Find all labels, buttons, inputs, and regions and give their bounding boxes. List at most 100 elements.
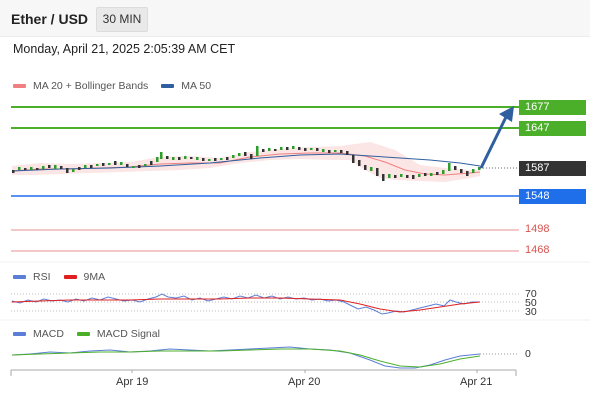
macd-label-zero: 0 <box>525 348 531 360</box>
candle <box>172 157 175 160</box>
legend-item-ma50: MA 50 <box>161 80 211 92</box>
candle <box>48 165 51 168</box>
chart-header: Ether / USD 30 MIN <box>0 0 590 37</box>
candle <box>424 173 427 176</box>
candle <box>102 163 105 166</box>
ma50-line <box>11 153 481 172</box>
candle <box>54 165 57 169</box>
legend-swatch <box>13 84 26 88</box>
candle <box>90 165 93 168</box>
candle <box>352 155 355 163</box>
legend-swatch <box>13 275 26 279</box>
candle <box>334 150 337 152</box>
main-legend: MA 20 + Bollinger Bands MA 50 <box>13 80 224 92</box>
candle <box>316 148 319 151</box>
macd-line <box>11 346 481 369</box>
candle <box>322 149 325 152</box>
candle <box>150 161 153 165</box>
candle <box>370 167 373 171</box>
legend-label: MACD <box>33 328 64 340</box>
price-label-support-3: 1468 <box>525 244 550 256</box>
candle <box>262 149 265 152</box>
candle <box>298 147 301 150</box>
candle <box>292 146 295 149</box>
macd-signal-line <box>11 348 481 368</box>
price-tag-support-1: 1548 <box>519 189 586 204</box>
candle <box>126 164 129 167</box>
rsi-9ma-line <box>11 297 481 313</box>
candle <box>108 163 111 165</box>
candle <box>274 149 277 151</box>
candle <box>418 174 421 177</box>
candle <box>376 168 379 176</box>
legend-item-rsi-9ma: 9MA <box>63 271 106 283</box>
price-tag-current: 1587 <box>519 161 586 176</box>
candlesticks <box>12 146 481 181</box>
candle <box>78 167 81 170</box>
price-label-support-2: 1498 <box>525 223 550 235</box>
candle <box>232 155 235 158</box>
legend-label: RSI <box>33 271 51 283</box>
legend-swatch <box>161 84 175 88</box>
candle <box>310 148 313 150</box>
chart-datetime: Monday, April 21, 2025 2:05:39 AM CET <box>13 42 236 56</box>
legend-swatch <box>63 275 77 279</box>
candle <box>190 157 193 159</box>
candle <box>160 152 163 159</box>
candle <box>66 168 69 173</box>
rsi-legend: RSI 9MA <box>13 271 118 283</box>
forecast-arrow <box>479 116 508 169</box>
candle <box>442 170 445 174</box>
candle <box>256 146 259 156</box>
candle <box>208 159 211 161</box>
candle <box>12 170 15 173</box>
candle <box>430 173 433 176</box>
candle <box>250 154 253 159</box>
candle <box>114 161 117 165</box>
candle <box>304 148 307 151</box>
candle <box>328 150 331 153</box>
candle <box>96 164 99 166</box>
candle <box>18 167 21 170</box>
candle <box>24 168 27 170</box>
candle <box>406 175 409 178</box>
rsi-label-70: 70 <box>525 288 537 300</box>
rsi-label-30: 30 <box>525 306 537 318</box>
bollinger-band <box>12 142 480 182</box>
candle <box>400 174 403 177</box>
candle <box>36 168 39 170</box>
candle <box>394 175 397 178</box>
candle <box>156 157 159 162</box>
candle <box>202 158 205 161</box>
price-tag-resistance-1: 1647 <box>519 121 586 136</box>
x-label-apr20: Apr 20 <box>288 376 321 388</box>
candle <box>472 169 475 173</box>
candle <box>280 147 283 150</box>
legend-label: MA 20 + Bollinger Bands <box>33 80 149 92</box>
candle <box>244 152 247 156</box>
legend-item-rsi: RSI <box>13 271 51 283</box>
candle <box>120 162 123 165</box>
legend-item-macd: MACD <box>13 328 64 340</box>
candle <box>268 148 271 151</box>
candle <box>196 157 199 160</box>
legend-label: MACD Signal <box>96 328 160 340</box>
candle <box>184 156 187 159</box>
candle <box>84 165 87 168</box>
candle <box>454 166 457 170</box>
candle <box>72 169 75 172</box>
candle <box>382 174 385 181</box>
candle <box>478 167 481 170</box>
candle <box>178 157 181 160</box>
candle <box>60 166 63 169</box>
x-label-apr19: Apr 19 <box>116 376 149 388</box>
candle <box>138 165 141 168</box>
candle <box>144 164 147 166</box>
legend-label: 9MA <box>83 271 106 283</box>
timeframe-button[interactable]: 30 MIN <box>96 7 148 32</box>
candle <box>30 167 33 170</box>
x-label-apr21: Apr 21 <box>460 376 493 388</box>
rsi-label-50: 50 <box>525 297 537 309</box>
candle <box>358 160 361 166</box>
